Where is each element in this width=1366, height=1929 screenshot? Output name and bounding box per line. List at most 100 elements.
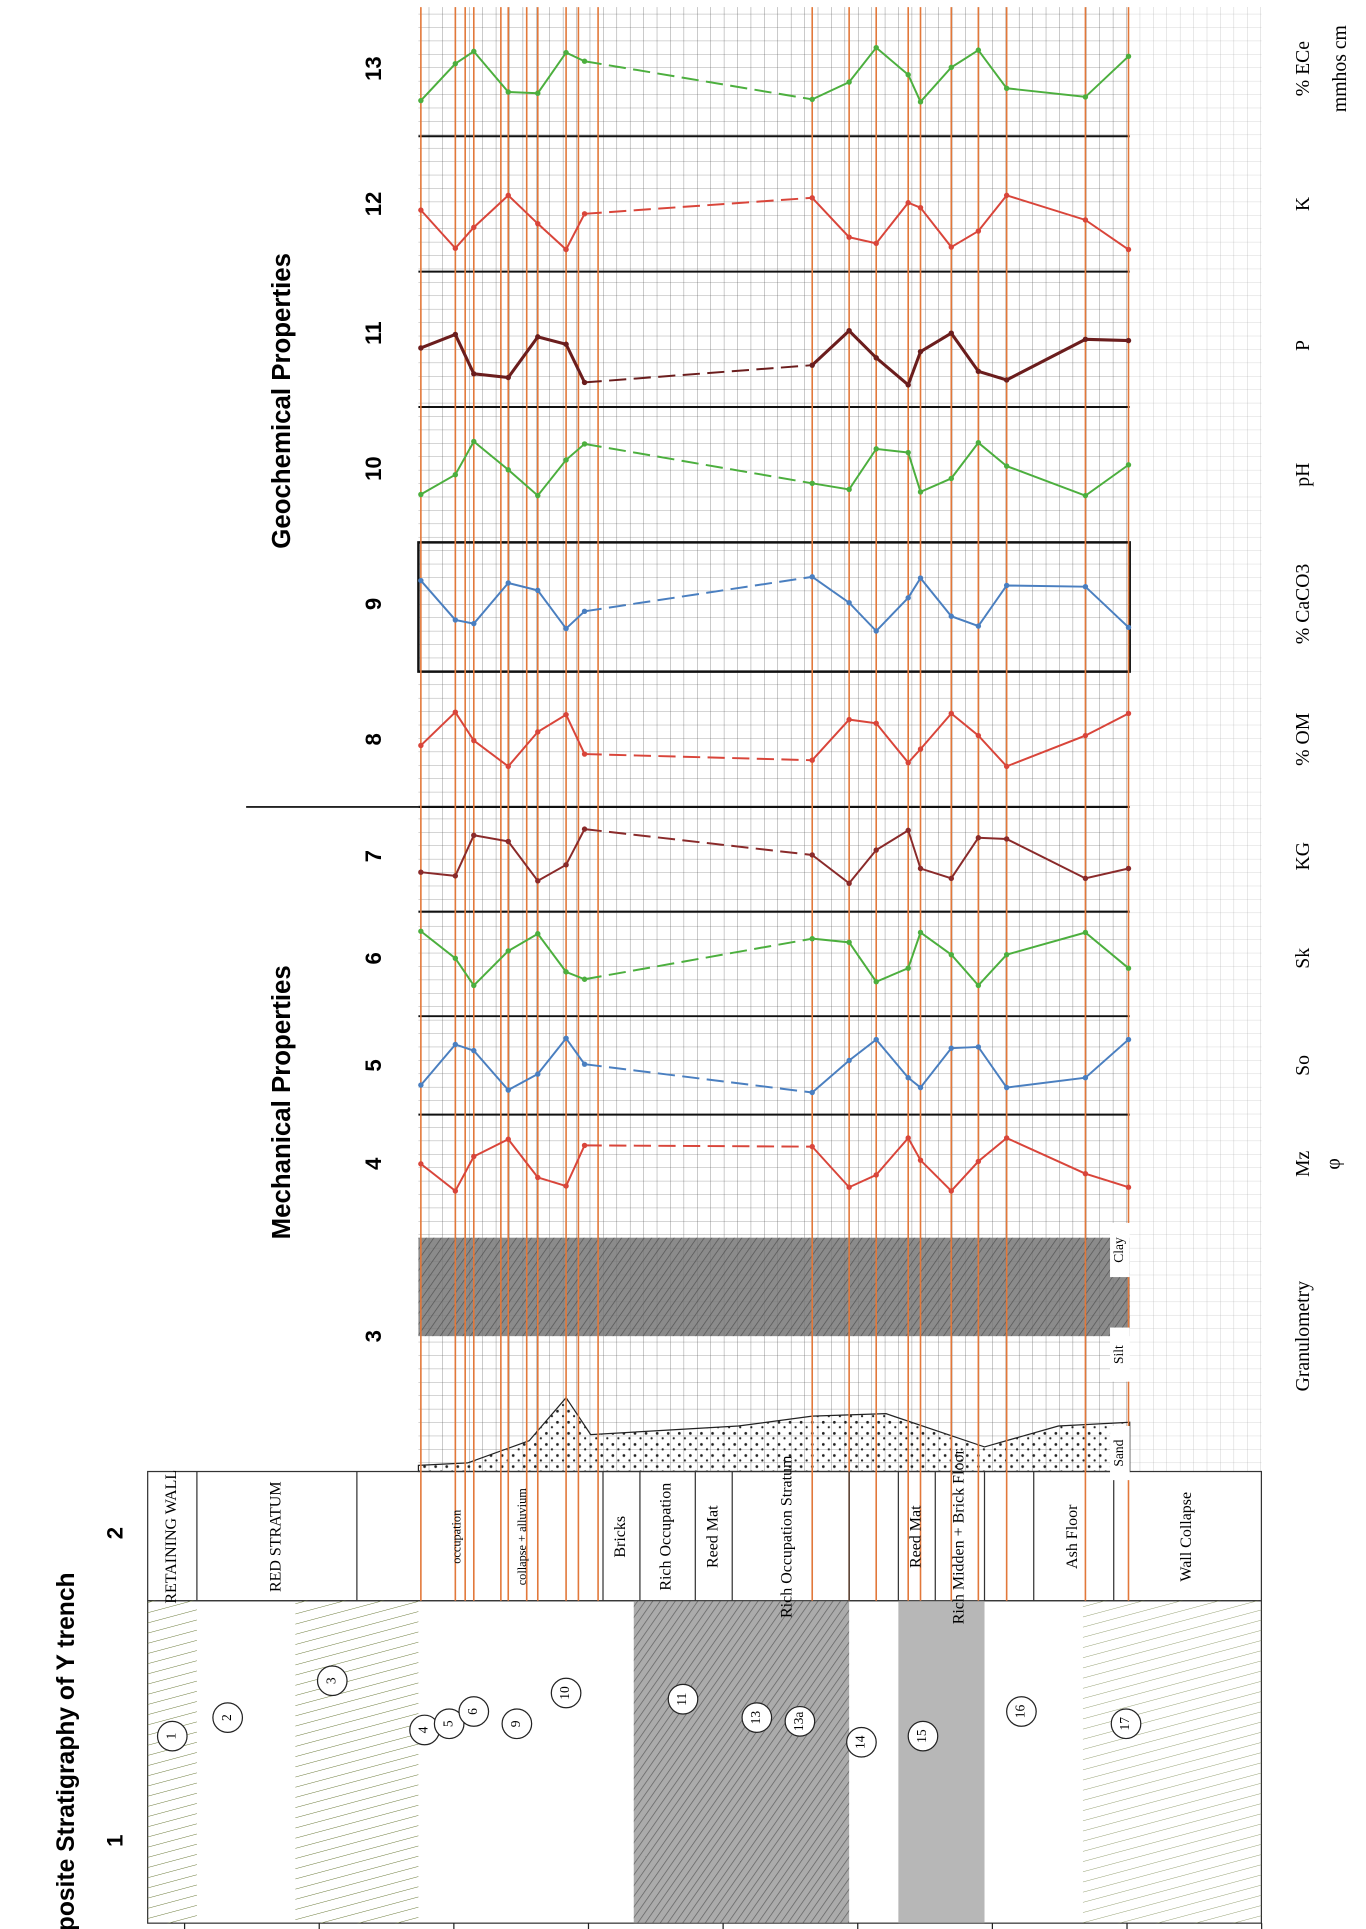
stratum-label: Ash Floor [1064, 1504, 1081, 1569]
profile-point [452, 1188, 459, 1194]
profile-point [809, 757, 815, 763]
layer-circle [501, 1708, 533, 1740]
profile-point [452, 245, 459, 251]
column-number: 9 [361, 598, 386, 610]
profile-point [563, 711, 569, 718]
profile-point [505, 374, 511, 381]
profile-point [471, 620, 477, 627]
profile-point [505, 948, 511, 954]
profile-point [905, 595, 911, 601]
profile-point [1003, 1135, 1010, 1141]
profile-point [975, 623, 982, 629]
profile-point [1082, 492, 1089, 499]
profile-gap [584, 753, 813, 762]
profile-point [581, 211, 588, 217]
profile-point [581, 1061, 588, 1067]
profile-point [905, 1135, 911, 1141]
profile-point [1003, 85, 1010, 91]
profile-point [948, 1045, 954, 1051]
profile-point [1003, 836, 1010, 842]
profile-point [1125, 710, 1132, 717]
layer-circle [846, 1726, 877, 1758]
profile-point [846, 716, 852, 723]
unit-label: φ [1323, 1158, 1345, 1169]
layer-circle [784, 1705, 816, 1737]
layer-circle [907, 1720, 939, 1752]
profile [811, 328, 1129, 388]
profile-point [471, 982, 477, 989]
layer-number: 1 [163, 1733, 178, 1740]
profile-point [975, 440, 982, 446]
layer-circle [458, 1696, 490, 1727]
profile-point [535, 878, 541, 884]
profile-point [975, 47, 982, 53]
layer-circle [1006, 1696, 1037, 1727]
layer-number: 17 [1117, 1717, 1132, 1731]
profile-point [905, 1075, 911, 1081]
profile-point [1003, 763, 1010, 770]
profile [812, 930, 1130, 987]
unit-label: pH [1292, 463, 1314, 487]
layer-circle [212, 1702, 244, 1734]
grid-fade [1129, 7, 1262, 1472]
profile-point [948, 244, 954, 250]
column-number: 7 [361, 850, 386, 862]
profile-point [1125, 965, 1132, 971]
stratum-label: Wall Collapse [1178, 1492, 1195, 1582]
column-number: 13 [361, 56, 386, 81]
profile-point [505, 763, 511, 770]
profile-point [471, 438, 477, 445]
column-number: 10 [361, 456, 386, 481]
profile-point [917, 1084, 924, 1091]
occupation-hatch [633, 1600, 850, 1924]
profile-point [452, 331, 459, 338]
profile-point [471, 48, 477, 55]
profile-gap [584, 442, 813, 485]
layer-number: 11 [674, 1693, 689, 1706]
layer-circle [433, 1708, 465, 1740]
stratum-label: RED STRATUM [268, 1481, 285, 1592]
profile-point [975, 1044, 982, 1050]
profile-gap [584, 1063, 813, 1094]
layer-number: 16 [1013, 1704, 1028, 1718]
profile-point [975, 228, 982, 234]
profile-point [452, 955, 459, 962]
layer-17-fill [1082, 1600, 1262, 1924]
unit-label: % ECe [1292, 41, 1314, 96]
profile [811, 1038, 1130, 1094]
clay-hatch [418, 1237, 1130, 1337]
profile-point [905, 759, 911, 766]
profile-point [917, 575, 924, 581]
profile-point [917, 348, 924, 355]
column-number: 6 [361, 952, 386, 964]
texture-label: Silt [1111, 1345, 1126, 1364]
profile-point [1125, 246, 1132, 253]
profile-point [535, 334, 541, 340]
profile-point [873, 1036, 879, 1043]
layer-number: 9 [508, 1720, 523, 1727]
profile-gap [584, 937, 813, 981]
profile-point [418, 742, 424, 749]
profile-point [418, 345, 424, 351]
profile-point [809, 480, 815, 487]
profile-point [1082, 583, 1089, 590]
stratum-label: Rich Occupation Stratum [778, 1455, 795, 1618]
profile-point [873, 979, 879, 985]
unit-label: Mz [1292, 1150, 1314, 1177]
layer-number: 5 [440, 1720, 455, 1727]
column-number: 1 [103, 1835, 128, 1847]
profile-point [535, 1071, 541, 1077]
profile-point [948, 475, 954, 482]
stratum-label: Rich Midden + Brick Floor [951, 1449, 968, 1625]
profile-point [846, 1184, 852, 1190]
unit-label: KG [1292, 842, 1314, 870]
profile-point [846, 880, 852, 886]
profile-point [563, 341, 569, 347]
profile-point [418, 577, 424, 584]
profile-point [581, 976, 588, 982]
profile-point [917, 865, 924, 872]
profile-point [418, 1082, 424, 1088]
profile-point [1082, 875, 1089, 882]
column-number: 5 [361, 1059, 386, 1071]
